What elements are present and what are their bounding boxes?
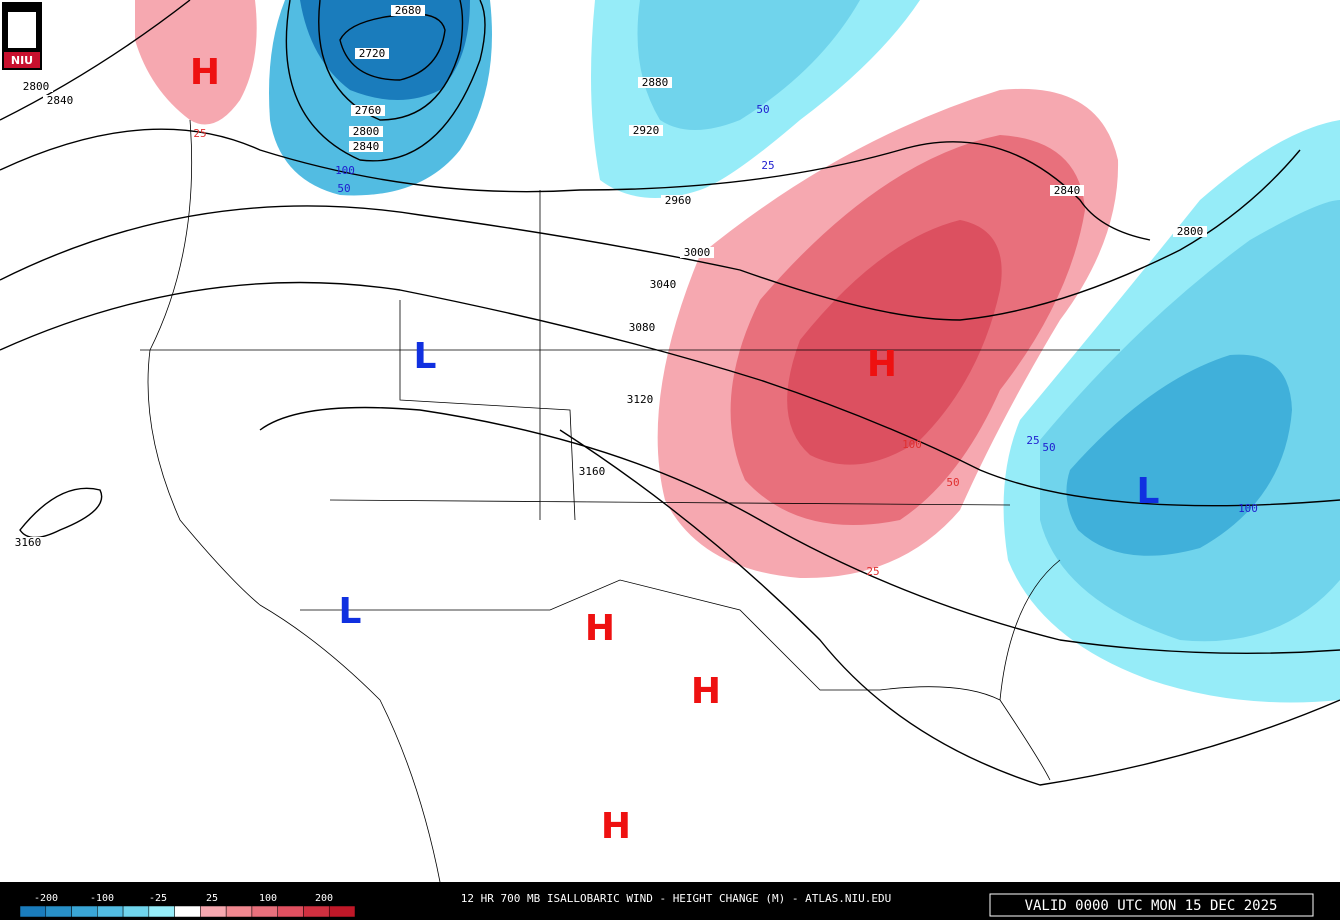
legend-swatch	[200, 905, 227, 918]
rise-area	[135, 0, 257, 125]
contour-label: 2800	[23, 80, 50, 93]
label-bg	[629, 125, 663, 136]
legend-label: -100	[90, 893, 114, 904]
label-bg	[638, 77, 672, 88]
legend-label: 200	[315, 893, 333, 904]
pressure-center: H	[190, 52, 220, 93]
legend-swatch	[174, 905, 201, 918]
contour-label: 3160	[579, 465, 606, 478]
label-bg	[646, 279, 680, 290]
label-bg	[19, 81, 53, 92]
contour-label: 3040	[650, 278, 677, 291]
legend-swatch	[71, 905, 98, 918]
legend-swatch	[122, 905, 150, 918]
change-label: 50	[1042, 441, 1055, 454]
label-bg	[1173, 226, 1207, 237]
valid-box	[989, 893, 1314, 917]
contour-label: 3160	[15, 536, 42, 549]
legend-swatch	[45, 905, 72, 918]
change-label: 50	[337, 182, 350, 195]
logo-text: NIU	[11, 54, 33, 67]
footer-title: 12 HR 700 MB ISALLOBARIC WIND - HEIGHT C…	[461, 892, 891, 905]
contour-label: 2800	[1177, 225, 1204, 238]
legend-label: 100	[259, 893, 277, 904]
label-bg	[575, 466, 609, 477]
legend-label: -25	[149, 893, 167, 904]
change-label: 25	[866, 565, 879, 578]
label-bg	[349, 141, 383, 152]
change-label: 25	[761, 159, 774, 172]
label-bg	[43, 95, 77, 106]
contour-label: 2840	[353, 140, 380, 153]
pressure-center: H	[691, 671, 721, 712]
legend-label: 25	[206, 893, 218, 904]
label-bg	[351, 105, 385, 116]
legend-swatch	[19, 905, 47, 918]
contour-label: 2840	[1054, 184, 1081, 197]
pressure-center: L	[339, 591, 362, 632]
label-bg	[625, 322, 659, 333]
change-label: 50	[756, 103, 769, 116]
contour-label: 2800	[353, 125, 380, 138]
logo: NIU	[2, 2, 42, 70]
contours	[0, 0, 1340, 786]
change-label: 25	[1026, 434, 1039, 447]
contour-label: 3000	[684, 246, 711, 259]
contour-label: 3080	[629, 321, 656, 334]
label-bg	[1050, 185, 1084, 196]
legend-swatch	[251, 905, 278, 918]
legend-swatch	[97, 905, 124, 918]
rise-area	[787, 220, 1002, 465]
change-label: 100	[335, 164, 355, 177]
contour-label: 2760	[355, 104, 382, 117]
logo-banner	[4, 52, 40, 68]
label-bg	[661, 195, 695, 206]
pressure-center: L	[1137, 471, 1160, 512]
change-label: 25	[193, 127, 206, 140]
label-bg	[391, 5, 425, 16]
pressure-center: L	[414, 336, 437, 377]
legend-swatch	[148, 905, 175, 918]
contour-label: 2960	[665, 194, 692, 207]
legend-swatch	[225, 905, 253, 918]
pressure-center: H	[867, 344, 897, 385]
contour-label: 2880	[642, 76, 669, 89]
fall-area	[637, 0, 860, 130]
valid-time: VALID 0000 UTC MON 15 DEC 2025	[1025, 898, 1278, 914]
label-bg	[349, 126, 383, 137]
contour-label: 2920	[633, 124, 660, 137]
shading	[135, 0, 1340, 703]
label-bg	[623, 394, 657, 405]
legend: -200 -100 -25 25 100 200	[19, 893, 356, 918]
contour-label: 2680	[395, 4, 422, 17]
label-bg	[355, 48, 389, 59]
borders	[140, 119, 1120, 883]
label-bg	[680, 247, 714, 258]
pressure-center: H	[585, 608, 615, 649]
legend-label: -200	[34, 893, 58, 904]
legend-swatch	[303, 905, 330, 918]
pressure-center: H	[601, 806, 631, 847]
contour-label: 2720	[359, 47, 386, 60]
label-bg	[11, 537, 45, 548]
legend-swatch	[277, 905, 304, 918]
change-label: 50	[946, 476, 959, 489]
legend-swatch	[328, 905, 356, 918]
change-label: 100	[902, 438, 922, 451]
logo-tower	[8, 12, 36, 48]
change-label: 100	[1238, 502, 1258, 515]
contour-label: 2840	[47, 94, 74, 107]
map-labels: 2800284026802720276028002840288029202960…	[11, 4, 1258, 847]
contour-label: 3120	[627, 393, 654, 406]
